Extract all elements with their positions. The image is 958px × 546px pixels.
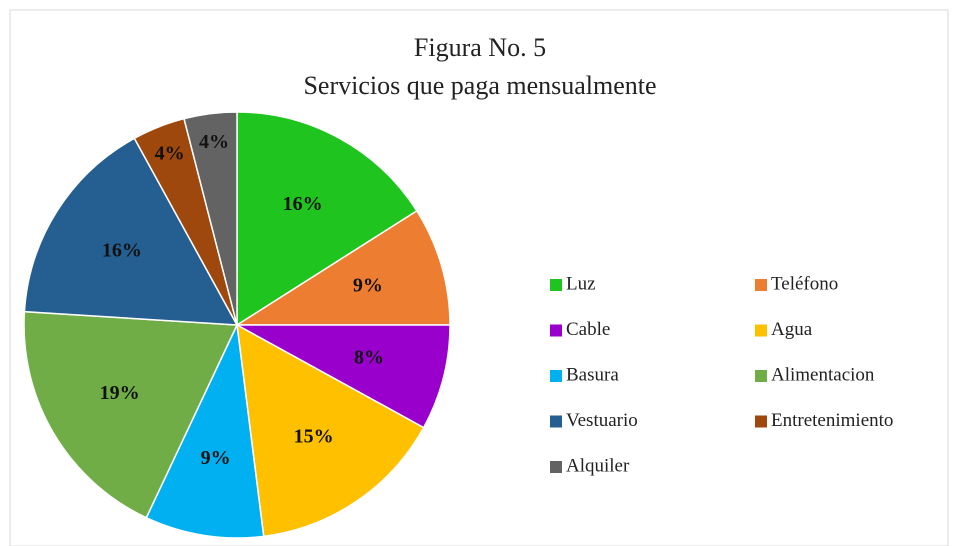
pie-slice <box>23 137 239 326</box>
legend-swatch <box>550 324 562 337</box>
data-label: 4% <box>199 131 229 153</box>
legend-swatch <box>550 415 562 428</box>
pie-slice <box>236 323 425 538</box>
data-label: 16% <box>102 240 142 262</box>
data-label: 15% <box>294 425 334 447</box>
chart-subtitle: Servicios que paga mensualmente <box>303 71 656 100</box>
pie-slice <box>23 310 239 519</box>
data-label: 8% <box>354 346 384 368</box>
legend-swatch <box>550 370 562 382</box>
legend-swatch <box>550 279 562 291</box>
legend-swatch <box>755 370 767 382</box>
legend-label: Teléfono <box>771 273 838 294</box>
legend-label: Vestuario <box>566 410 638 431</box>
legend-label: Agua <box>771 319 813 340</box>
data-label: 19% <box>100 382 140 404</box>
legend-label: Alquiler <box>566 455 630 476</box>
pie-slice <box>234 209 451 326</box>
legend-label: Entretenimiento <box>771 410 893 431</box>
legend-label: Alimentacion <box>771 364 875 385</box>
legend-label: Cable <box>566 319 610 340</box>
pie-slice <box>183 111 238 326</box>
data-label: 16% <box>283 193 323 215</box>
legend-swatch <box>755 415 767 428</box>
pie-slice <box>236 324 451 429</box>
legend-label: Luz <box>566 273 596 294</box>
data-label: 9% <box>201 447 231 469</box>
data-label: 4% <box>155 142 185 164</box>
legend-swatch <box>755 279 767 291</box>
legend-swatch <box>550 461 562 473</box>
pie-slice <box>236 111 418 327</box>
legend-swatch <box>755 324 767 337</box>
data-label: 9% <box>353 275 383 297</box>
chart-title: Figura No. 5 <box>414 33 546 62</box>
pie-slice <box>145 322 265 539</box>
legend-label: Basura <box>566 364 619 385</box>
